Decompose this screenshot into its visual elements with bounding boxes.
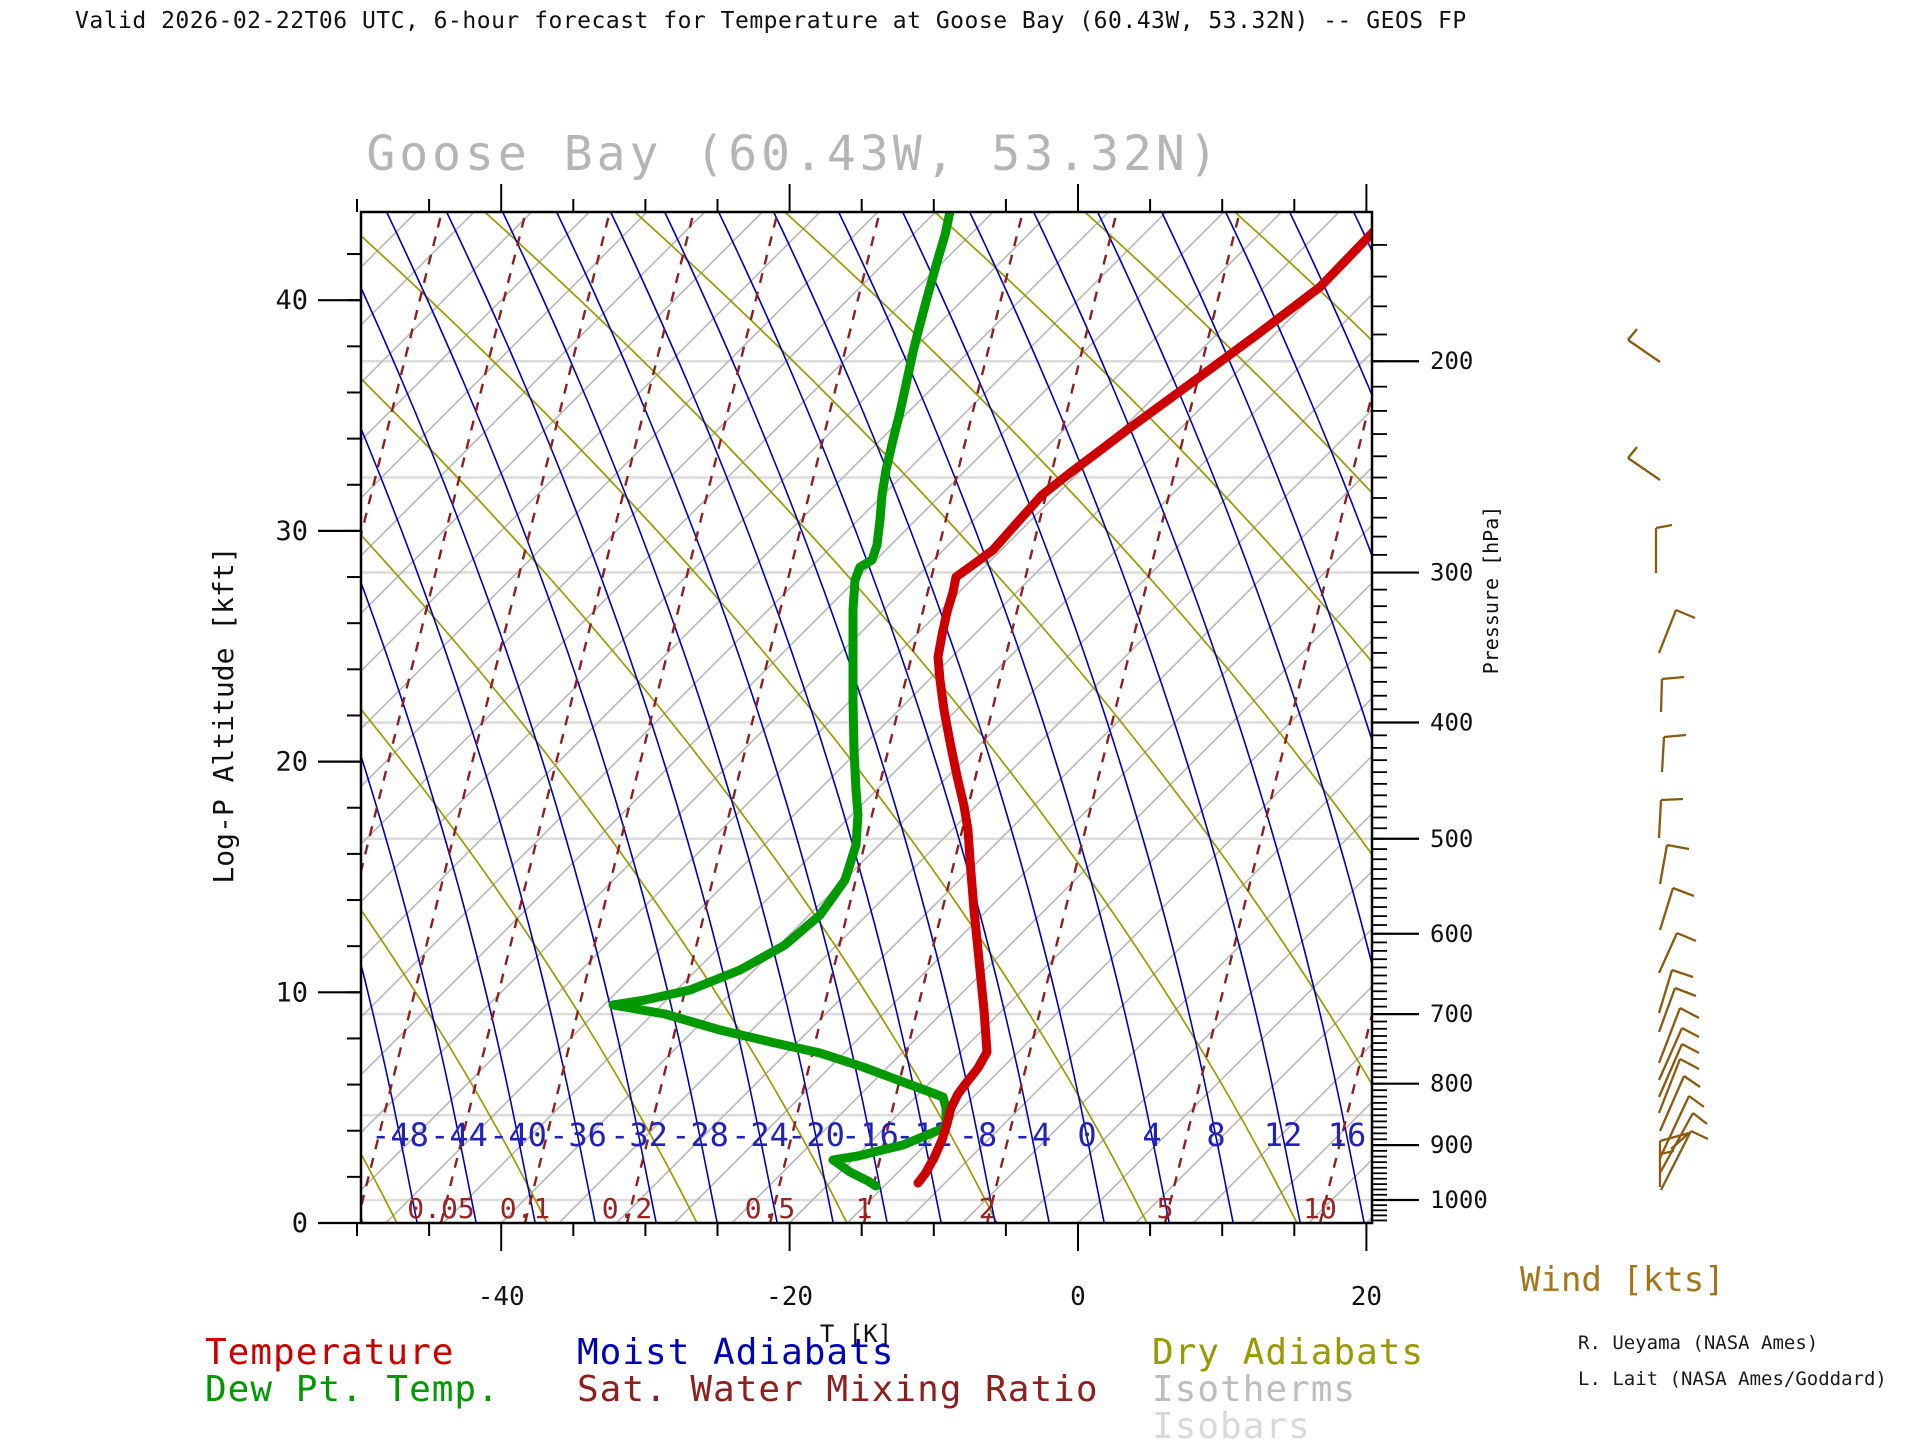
svg-text:900: 900 xyxy=(1430,1131,1473,1159)
svg-text:-24: -24 xyxy=(731,1116,789,1154)
svg-text:-8: -8 xyxy=(959,1116,998,1154)
chart-title: Goose Bay (60.43W, 53.32N) xyxy=(366,126,1222,182)
svg-text:-40: -40 xyxy=(489,1116,547,1154)
isotherm-lines xyxy=(361,212,1372,1223)
svg-text:-4: -4 xyxy=(1013,1116,1052,1154)
svg-text:-48: -48 xyxy=(371,1116,429,1154)
credit-line: L. Lait (NASA Ames/Goddard) xyxy=(1578,1368,1887,1390)
legend-isotherms: Isotherms xyxy=(1152,1369,1357,1410)
svg-text:20: 20 xyxy=(1351,1282,1382,1312)
svg-text:Log-P Altitude [kft]: Log-P Altitude [kft] xyxy=(207,546,240,883)
svg-text:8: 8 xyxy=(1206,1116,1225,1154)
svg-text:1: 1 xyxy=(856,1192,873,1225)
axis-titles: T [K] Log-P Altitude [kft] Pressure [hPa] xyxy=(207,506,1503,1348)
svg-text:800: 800 xyxy=(1430,1070,1473,1098)
svg-text:16: 16 xyxy=(1328,1116,1367,1154)
dewpoint-curve xyxy=(608,212,955,1191)
svg-text:20: 20 xyxy=(275,747,308,778)
credit-line: R. Ueyama (NASA Ames) xyxy=(1578,1332,1819,1354)
svg-text:Pressure [hPa]: Pressure [hPa] xyxy=(1479,506,1503,675)
svg-text:30: 30 xyxy=(275,516,308,547)
svg-text:200: 200 xyxy=(1430,347,1473,375)
svg-text:0: 0 xyxy=(1070,1282,1086,1312)
svg-text:0.05: 0.05 xyxy=(407,1192,474,1225)
svg-text:500: 500 xyxy=(1430,825,1473,853)
legend-sat-water-mixing-ratio: Sat. Water Mixing Ratio xyxy=(577,1369,1099,1410)
dry-adiabat-lines xyxy=(361,212,1372,1223)
svg-text:2: 2 xyxy=(979,1192,996,1225)
svg-text:0.1: 0.1 xyxy=(500,1192,551,1225)
svg-text:400: 400 xyxy=(1430,708,1473,736)
svg-text:1000: 1000 xyxy=(1430,1186,1488,1214)
legend-isobars: Isobars xyxy=(1152,1406,1311,1447)
legend-dew-pt-temp: Dew Pt. Temp. xyxy=(205,1369,500,1410)
svg-text:10: 10 xyxy=(275,977,308,1008)
wind-units-label: Wind [kts] xyxy=(1520,1260,1725,1300)
svg-text:4: 4 xyxy=(1142,1116,1161,1154)
svg-text:-20: -20 xyxy=(787,1116,845,1154)
legend-dry-adiabats: Dry Adiabats xyxy=(1152,1332,1425,1373)
wind-barbs xyxy=(1627,328,1709,1191)
svg-text:0: 0 xyxy=(1077,1116,1096,1154)
svg-text:40: 40 xyxy=(275,285,308,316)
axis-tick-labels: -40 -20 0 200102030402003004005006007008009… xyxy=(275,285,1487,1312)
svg-text:0.5: 0.5 xyxy=(745,1192,796,1225)
svg-text:300: 300 xyxy=(1430,559,1473,587)
svg-text:-44: -44 xyxy=(430,1116,488,1154)
legend-temperature: Temperature xyxy=(205,1332,455,1373)
svg-text:-20: -20 xyxy=(766,1282,813,1312)
isobar-lines xyxy=(361,359,1372,1202)
svg-text:600: 600 xyxy=(1430,920,1473,948)
page-title: Valid 2026-02-22T06 UTC, 6-hour forecast… xyxy=(75,8,1467,34)
axis-ticks xyxy=(318,184,1419,1251)
svg-text:0: 0 xyxy=(292,1208,308,1239)
plot-frame xyxy=(359,210,1374,1225)
legend-moist-adiabats: Moist Adiabats xyxy=(577,1332,895,1373)
svg-text:10: 10 xyxy=(1303,1192,1337,1225)
svg-text:-40: -40 xyxy=(478,1282,525,1312)
svg-text:-32: -32 xyxy=(610,1116,668,1154)
svg-text:-36: -36 xyxy=(549,1116,607,1154)
svg-text:0.2: 0.2 xyxy=(602,1192,653,1225)
svg-text:T [K]: T [K] xyxy=(820,1320,892,1348)
svg-text:-28: -28 xyxy=(671,1116,729,1154)
temperature-curve xyxy=(913,226,1372,1188)
moist-adiabat-lines xyxy=(361,212,1372,1223)
svg-text:700: 700 xyxy=(1430,1000,1473,1028)
svg-text:12: 12 xyxy=(1264,1116,1303,1154)
svg-text:5: 5 xyxy=(1157,1192,1174,1225)
